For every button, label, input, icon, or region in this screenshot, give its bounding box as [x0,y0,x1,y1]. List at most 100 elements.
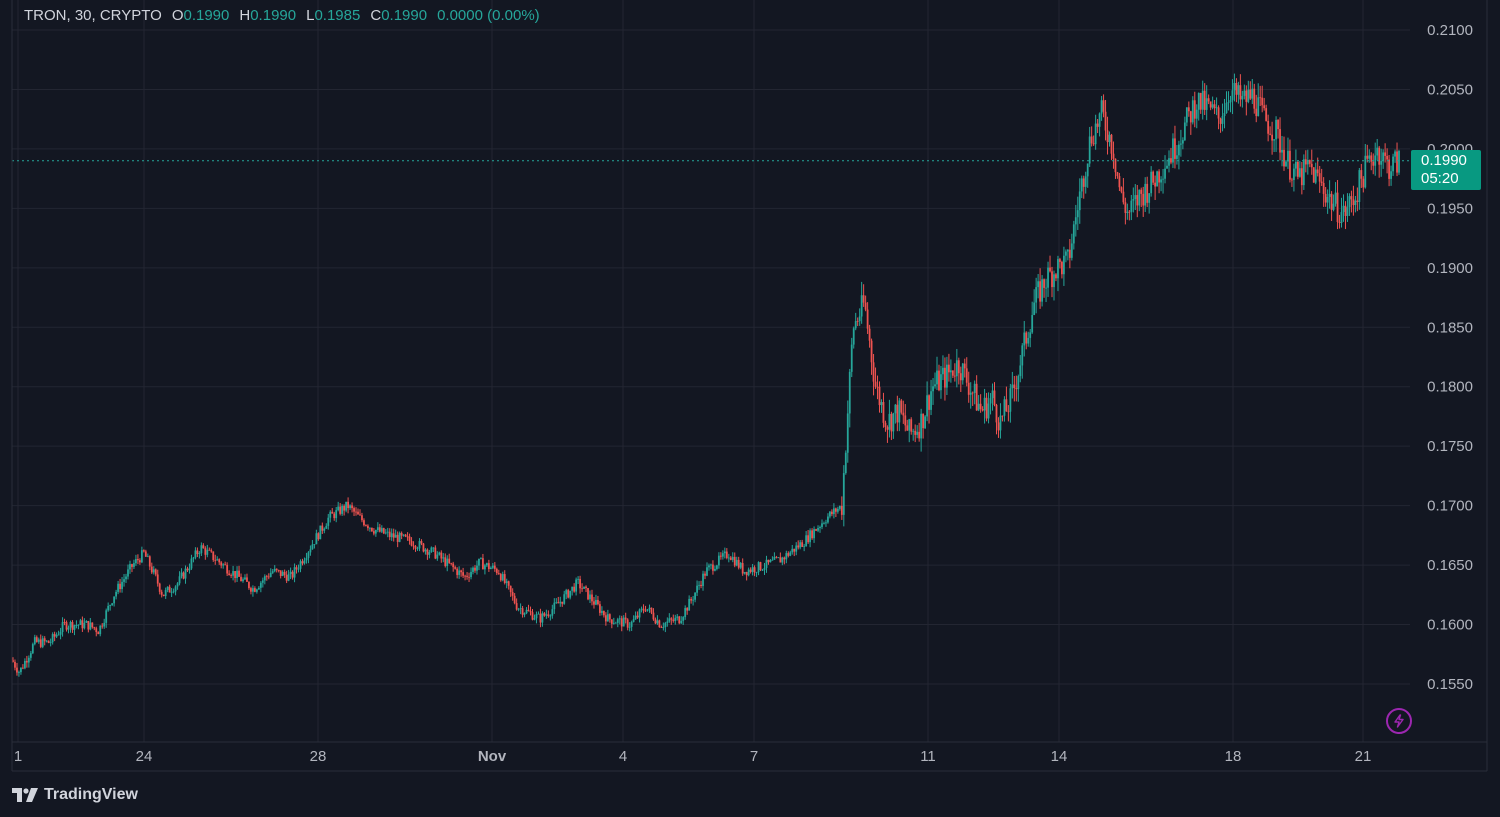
candle-body [1138,189,1141,206]
candle-body [265,576,268,578]
candle-body [248,581,250,589]
price-axis[interactable]: 0.21000.20500.20000.19500.19000.18500.18… [1427,22,1473,693]
candle-body [271,571,274,573]
candle-body [1378,147,1381,165]
candle-body [347,501,349,509]
candle-body [527,609,530,612]
candle-body [333,513,336,519]
candle-body [890,413,893,432]
candle-body [866,309,869,329]
candle-body [604,615,607,622]
candle-body [716,565,718,569]
candle-body [242,579,244,582]
candle-body [981,409,984,411]
candle-body [495,568,498,574]
candle-body [1340,212,1343,223]
candle-body [819,526,821,528]
candle-body [83,622,86,629]
candle-body [432,547,435,549]
candle-body [946,364,948,388]
candle-body [1108,134,1111,143]
candle-body [1219,118,1222,124]
candle-body [41,638,44,647]
candle-body [854,321,857,329]
candle-body [255,589,258,592]
candle-body [317,533,320,540]
candle-body [404,534,407,537]
candle-body [279,570,282,577]
candle-body [1112,153,1115,159]
candle-body [117,583,119,592]
candle-body [1110,134,1113,154]
candle-body [1126,211,1129,213]
candle-body [458,570,461,575]
candle-body [1213,104,1216,109]
candle-body [1011,384,1014,389]
candle-body [585,586,587,589]
candle-body [902,412,905,416]
candle-body [89,622,92,630]
candle-body [779,557,782,563]
change-value: 0.0000 (0.00%) [437,7,540,24]
candle-body [1124,202,1127,213]
candle-body [246,577,248,582]
candle-body [993,390,996,405]
candle-body [1185,107,1188,123]
candle-body [904,415,907,426]
candle-body [1015,388,1018,390]
candle-body [1364,155,1367,188]
candle-body [85,621,88,623]
x-tick-label: 28 [310,748,327,765]
candle-body [1380,160,1383,165]
candle-body [642,608,645,611]
candle-body [531,612,534,620]
candle-body [222,564,225,566]
candle-body [537,613,540,615]
candle-body [801,542,804,547]
candle-body [307,552,310,559]
lightning-bolt-icon[interactable] [1386,708,1412,734]
candle-body [464,575,466,577]
candle-body [963,363,966,369]
candle-body [454,567,457,569]
candle-body [261,580,264,583]
candle-body [702,573,704,586]
candle-body [220,562,223,566]
candle-body [208,549,211,551]
time-axis[interactable]: 1 24 28 Nov 4 7 11 14 18 21 [14,748,1372,765]
candle-body [1049,267,1051,272]
candle-body [1382,152,1385,161]
candle-body [591,594,593,602]
candle-body [1055,274,1057,279]
y-tick-label: 0.1900 [1427,260,1473,277]
candle-body [446,558,449,567]
tradingview-brand[interactable]: TradingView [12,783,138,807]
candle-body [428,552,431,555]
symbol-label[interactable]: TRON, 30, CRYPTO [24,7,162,24]
candle-body [194,550,197,558]
candle-body [111,603,114,606]
candle-body [1082,178,1085,187]
candle-body [1287,150,1289,162]
candle-body [109,605,112,606]
candle-body [353,508,355,512]
candle-body [507,581,510,586]
candle-body [216,559,219,561]
candle-body [341,505,344,514]
candle-body [493,565,496,569]
candle-body [182,572,185,579]
candle-body [1076,210,1079,218]
candle-body [656,620,659,624]
candle-body [192,557,195,559]
candle-body [259,582,262,588]
candle-body [370,527,373,532]
candle-body [1354,200,1357,206]
candle-body [1374,155,1377,166]
candle-body [832,508,835,515]
candle-body [1017,376,1020,390]
candle-body [374,530,377,534]
candle-body [200,545,203,554]
symbol-legend[interactable]: TRON, 30, CRYPTO O 0.1990 H 0.1990 L 0.1… [24,6,540,26]
candle-body [967,382,970,395]
